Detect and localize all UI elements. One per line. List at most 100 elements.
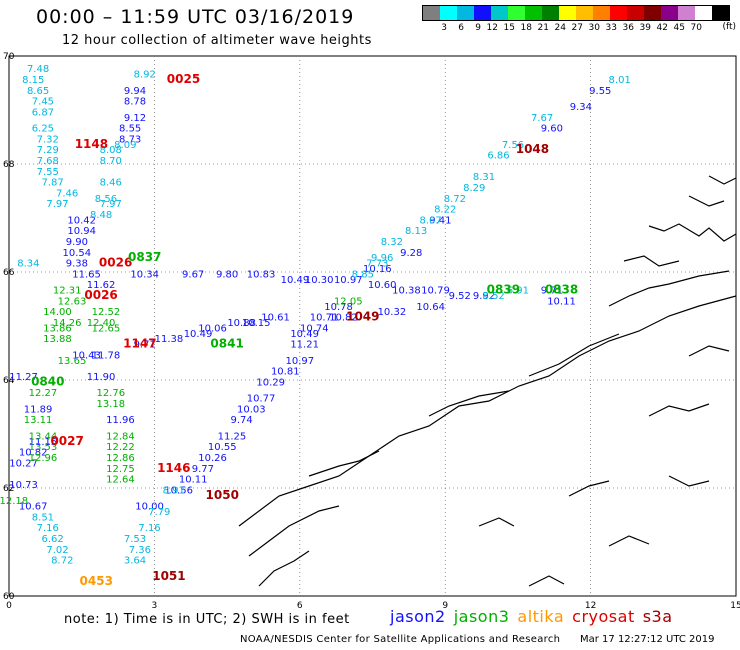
satellite-label: jason2 <box>390 607 446 626</box>
coastline <box>528 333 620 377</box>
legend-swatch <box>576 6 593 20</box>
pass-time-label: 0837 <box>128 250 161 264</box>
wave-height-label: 13.18 <box>96 399 125 410</box>
coastline <box>708 175 737 185</box>
y-tick-label: 60 <box>3 592 15 602</box>
wave-height-label: 10.32 <box>378 307 407 318</box>
pass-time-label: 0025 <box>167 72 200 86</box>
wave-height-label: 9.60 <box>541 124 563 135</box>
wave-height-label: 8.48 <box>90 210 112 221</box>
legend-color-bar <box>422 5 730 21</box>
wave-height-label: 10.71 <box>310 313 339 324</box>
map-subtitle: 12 hour collection of altimeter wave hei… <box>62 33 372 48</box>
wave-height-label: 6.91 <box>507 286 529 297</box>
legend-label: 30 <box>588 23 600 33</box>
wave-height-label: 6.87 <box>32 107 54 118</box>
wave-height-label: 10.83 <box>247 269 276 280</box>
wave-height-label: 10.78 <box>324 302 353 313</box>
wave-height-label: 10.97 <box>334 275 363 286</box>
wave-height-label: 10.38 <box>392 286 421 297</box>
satellite-label: cryosat <box>572 607 635 626</box>
wave-height-label: 12.84 <box>106 431 135 442</box>
wave-height-label: 7.45 <box>32 97 54 108</box>
satellite-legend: jason2 jason3 altika cryosat s3a <box>390 607 681 626</box>
wave-height-label: 7.29 <box>37 145 59 156</box>
wave-height-label: 9.52 <box>449 291 471 302</box>
wave-height-label: 8.08 <box>100 145 122 156</box>
legend-label: 3 <box>441 23 447 33</box>
x-tick-label: 12 <box>585 601 596 611</box>
wave-height-label: 14.26 <box>53 318 82 329</box>
coastline <box>478 517 515 527</box>
satellite-label: altika <box>517 607 565 626</box>
pass-time-label: 1049 <box>346 310 379 324</box>
wave-height-label: 9.67 <box>182 269 204 280</box>
legend-swatch <box>661 6 678 20</box>
wave-height-label: 10.27 <box>9 458 38 469</box>
wave-height-label: 12.22 <box>106 442 135 453</box>
pass-time-label: 1147 <box>123 337 156 351</box>
y-tick-label: 66 <box>3 268 15 278</box>
x-tick-label: 6 <box>297 601 303 611</box>
legend-swatch <box>644 6 661 20</box>
wave-height-label: 8.32 <box>381 237 403 248</box>
wave-height-label: 12.75 <box>106 464 135 475</box>
wave-height-label: 8.73 <box>119 134 141 145</box>
wave-height-label: 10.34 <box>130 269 159 280</box>
wave-height-label: 10.49 <box>281 275 310 286</box>
pass-time-label: 1048 <box>516 142 549 156</box>
wave-height-label: 7.16 <box>138 523 160 534</box>
pass-time-label: 0026 <box>99 256 132 270</box>
coastline <box>238 295 737 527</box>
wave-height-label: 6.86 <box>487 151 509 162</box>
wave-height-label: 10.30 <box>305 275 334 286</box>
legend-label: 9 <box>475 23 481 33</box>
wave-height-label: 9.28 <box>400 248 422 259</box>
wave-height-label: 9.90 <box>66 237 88 248</box>
wave-height-label: 8.70 <box>100 156 122 167</box>
wave-height-label: 7.97 <box>100 199 122 210</box>
legend-swatch <box>712 6 729 20</box>
legend-swatch <box>610 6 627 20</box>
wave-height-label: 11.21 <box>290 340 319 351</box>
legend-swatch <box>474 6 491 20</box>
coastline <box>528 575 565 587</box>
wave-height-label: 8.09 <box>114 140 136 151</box>
wave-height-label: 13.11 <box>24 415 53 426</box>
legend-label: 18 <box>520 23 532 33</box>
legend-swatch <box>678 6 695 20</box>
wave-height-label: 8.46 <box>100 178 122 189</box>
wave-height-label: 10.88 <box>227 318 256 329</box>
wave-height-label: 13.53 <box>29 442 58 453</box>
wave-height-label: 10.77 <box>247 394 276 405</box>
wave-height-label: 8.92 <box>134 70 156 81</box>
legend-label: 21 <box>537 23 549 33</box>
legend-label: 6 <box>458 23 464 33</box>
wave-height-label: 10.49 <box>184 329 213 340</box>
wave-height-label: 7.68 <box>37 156 59 167</box>
coastline <box>248 505 340 557</box>
wave-height-label: 10.97 <box>285 356 314 367</box>
wave-height-label: 11.25 <box>218 431 247 442</box>
wave-height-label: 12.63 <box>58 296 87 307</box>
legend-swatch <box>627 6 644 20</box>
wave-height-label: 10.60 <box>368 280 397 291</box>
wave-height-label: 7.56 <box>502 140 524 151</box>
coastline <box>668 475 710 487</box>
wave-height-label: 10.81 <box>271 367 300 378</box>
wave-height-label: 10.73 <box>9 480 38 491</box>
wave-height-label: 7.97 <box>46 199 68 210</box>
satellite-label: s3a <box>642 607 673 626</box>
wave-height-label: 8.67 <box>420 215 442 226</box>
legend-swatch <box>508 6 525 20</box>
wave-height-label: 10.67 <box>19 502 48 513</box>
wave-height-label: 10.29 <box>256 377 285 388</box>
wave-height-label: 7.67 <box>531 113 553 124</box>
wave-height-label: 7.36 <box>129 545 151 556</box>
map-frame <box>8 55 737 597</box>
y-tick-label: 62 <box>3 484 14 494</box>
pass-time-label: 1148 <box>75 137 108 151</box>
wave-height-label: 8.13 <box>405 226 427 237</box>
pass-time-label: 0027 <box>50 434 83 448</box>
legend-label: 12 <box>486 23 498 33</box>
